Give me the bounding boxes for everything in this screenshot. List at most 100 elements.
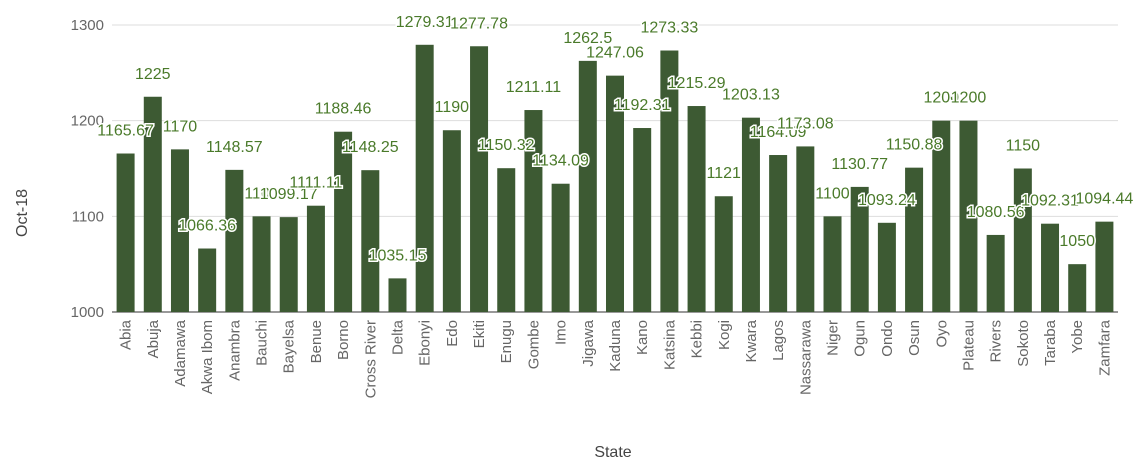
y-axis-title: Oct-18 [14,189,31,237]
x-tick-label: Gombe [525,320,542,369]
data-label: 1150 [1006,138,1041,155]
bar [660,50,679,312]
x-tick-label: Ebonyi [417,320,434,366]
x-tick-label: Cross River [362,320,379,398]
bar [334,131,353,312]
data-label: 1100 [815,185,850,202]
bar [714,196,733,312]
bar [415,44,434,313]
data-label: 1134.09 [532,153,589,170]
bar [578,60,597,312]
bar [306,205,325,312]
bar [524,110,543,312]
x-tick-label: Rivers [988,320,1005,363]
bar [606,75,624,312]
bar [905,167,924,312]
x-tick-label: Yobe [1069,320,1086,354]
bar [497,168,516,312]
x-tick-label: Ogun [852,320,869,357]
bar [959,120,978,313]
data-label: 1050 [1059,233,1095,250]
bar [823,216,842,312]
x-tick-label: Kano [634,320,651,355]
x-tick-label: Kogi [716,320,733,350]
y-tick-label: 1000 [71,304,104,321]
data-label: 1092.31 [1021,193,1079,210]
x-tick-label: Plateau [960,320,977,371]
x-tick-label: Nassarawa [797,319,814,395]
data-label: 1190 [435,99,470,116]
x-tick-label: Adamawa [172,319,189,386]
data-label: 1200 [923,90,959,107]
data-labels: 1165.67 1225 1170 1066.36 1148.57 1100 1099.17… [96,12,1135,266]
x-tick-label: Abia [118,319,135,350]
data-label: 1188.46 [315,101,372,118]
data-label: 1094.44 [1075,191,1133,208]
data-label: 1225 [135,66,171,83]
bar [1095,221,1114,312]
x-tick-label: Kaduna [607,319,624,371]
bar [741,117,760,312]
x-tick-label: Imo [553,320,570,345]
bar [769,155,788,312]
data-label: 1273.33 [640,20,698,37]
bar [388,278,407,312]
x-tick-label: Anambra [226,319,243,381]
bar [442,130,461,312]
data-label: 1099.17 [260,186,318,203]
data-label: 1192.31 [614,97,671,114]
data-label: 1164.09 [750,124,807,141]
data-label: 1111.11 [289,175,342,192]
data-label: 1130.77 [831,156,888,173]
data-label: 1150.88 [886,137,943,154]
y-tick-label: 1100 [72,208,104,225]
data-label: 1093.24 [858,192,916,209]
x-tick-label: Zamfara [1096,319,1113,376]
x-tick-label: Akwa Ibom [199,320,216,394]
bar [279,217,298,312]
data-label: 1262.5 [563,30,612,47]
x-tick-label: Bauchi [254,320,271,366]
bar [225,169,244,312]
y-tick-label: 1300 [71,17,104,34]
data-label: 1173.08 [777,115,834,132]
x-tick-label: Enugu [498,320,515,363]
x-axis-ticks: Abia Abuja Adamawa Akwa Ibom Anambra Bauchi Ba… [118,319,1114,398]
y-tick-label: 1200 [71,113,104,130]
x-tick-label: Borno [335,320,352,360]
data-label: 1150.32 [478,137,535,154]
bar [551,183,570,312]
data-label: 1215.29 [668,75,726,92]
data-label: 1203.13 [722,87,780,104]
data-label: 1277.78 [450,15,508,32]
data-label: 1035.15 [369,247,427,264]
data-label: 1200 [951,90,987,107]
data-label: 1211.11 [506,79,562,96]
x-tick-label: Abuja [145,319,162,358]
x-tick-label: Sokoto [1015,320,1032,367]
bar [252,216,271,312]
data-label: 1165.67 [97,123,154,140]
data-label: 1279.31 [396,14,454,31]
data-label: 1247.06 [586,45,644,62]
bar [1013,168,1032,312]
bar [932,120,951,313]
x-tick-label: Edo [444,320,461,347]
bar [796,146,815,312]
bar [198,248,217,312]
bar [470,46,489,312]
x-tick-label: Kebbi [689,320,706,358]
x-tick-label: Delta [389,319,406,355]
x-tick-label: Katsina [661,319,678,370]
x-tick-label: Kwara [743,319,760,362]
x-tick-label: Oyo [933,320,950,348]
data-label: 1170 [163,118,198,135]
data-label: 1066.36 [178,218,236,235]
bar [850,186,869,312]
x-tick-label: Lagos [770,320,787,361]
x-tick-label: Niger [825,320,842,356]
bar [633,128,652,312]
x-tick-label: Ekiti [471,320,488,348]
data-label: 1148.57 [206,139,263,156]
